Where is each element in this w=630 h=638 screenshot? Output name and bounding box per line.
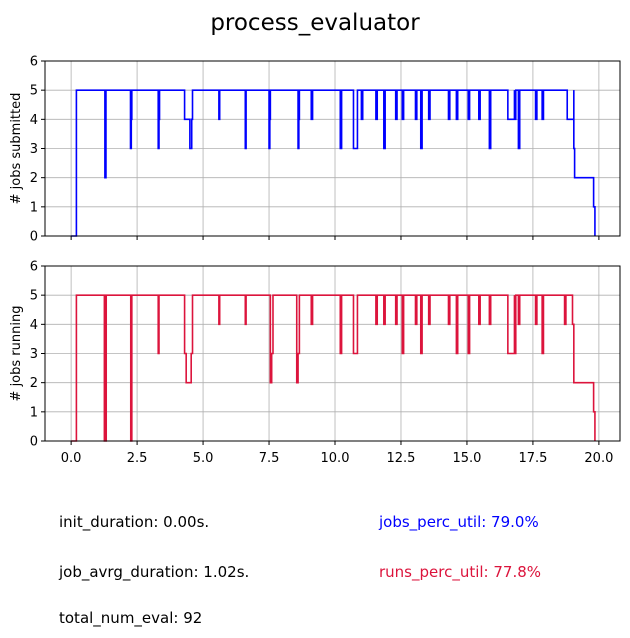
figure-title: process_evaluator [210, 10, 420, 36]
jobs-running-series-line [71, 294, 596, 442]
y-tick-label: 5 [30, 289, 38, 304]
total-num-eval-text: total_num_eval: 92 [59, 609, 203, 627]
jobs-perc-util-stat: jobs_perc_util: 79.0% [379, 513, 539, 531]
y-tick-label: 4 [30, 113, 38, 128]
jobs-submitted-plot: 0 1 2 3 4 5 6 # jobs submitted [9, 55, 621, 245]
init-duration-stat: init_duration: 0.00s. [59, 513, 209, 531]
x-tick-label: 15.0 [452, 451, 481, 466]
y-tick-label: 5 [30, 84, 38, 99]
x-tick-label: 12.5 [387, 451, 416, 466]
y-axis-label: # jobs submitted [9, 93, 24, 205]
runs-perc-util-text: runs_perc_util: 77.8% [379, 563, 542, 581]
x-tick-label: 0.0 [61, 451, 82, 466]
y-tick-label: 1 [30, 405, 38, 420]
y-tick-label: 1 [30, 200, 38, 215]
y-tick-label: 2 [30, 171, 38, 186]
runs-perc-util-stat: runs_perc_util: 77.8% [379, 563, 541, 581]
job-avrg-duration-stat: job_avrg_duration: 1.02s. [59, 563, 249, 581]
y-tick-label: 2 [30, 376, 38, 391]
x-tick-label: 20.0 [584, 451, 613, 466]
x-tick-label: 7.5 [259, 451, 280, 466]
jobs-submitted-series-line [71, 89, 596, 237]
jobs-running-plot: 0 1 2 3 4 5 6 0.0 2.5 5.0 7.5 10.0 12.5 15.0 17.5 20.0 #… [9, 260, 621, 466]
y-tick-label: 6 [30, 260, 38, 275]
y-tick-label: 0 [30, 230, 38, 245]
init-duration-text: init_duration: 0.00s. [59, 513, 210, 531]
x-tick-label: 5.0 [193, 451, 214, 466]
y-tick-label: 0 [30, 435, 38, 450]
y-axis-label: # jobs running [9, 306, 24, 402]
x-tick-label: 17.5 [518, 451, 547, 466]
x-tick-label: 2.5 [127, 451, 148, 466]
y-tick-label: 3 [30, 347, 38, 362]
y-tick-label: 4 [30, 318, 38, 333]
job-avrg-duration-text: job_avrg_duration: 1.02s. [59, 563, 250, 581]
y-tick-label: 6 [30, 55, 38, 70]
total-num-eval-stat: total_num_eval: 92 [59, 609, 202, 627]
jobs-perc-util-text: jobs_perc_util: 79.0% [379, 513, 539, 531]
x-tick-label: 10.0 [321, 451, 350, 466]
y-tick-label: 3 [30, 142, 38, 157]
